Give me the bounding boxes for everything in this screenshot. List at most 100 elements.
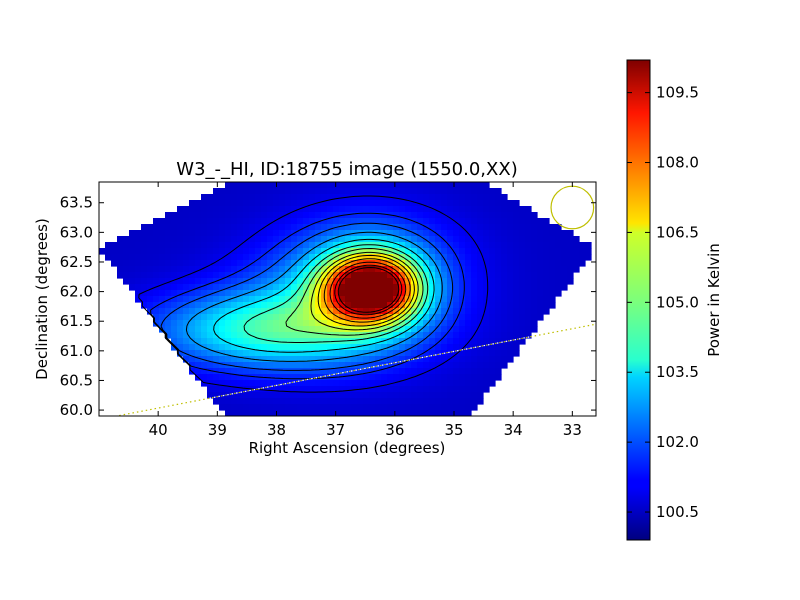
heatmap-cell	[405, 338, 412, 345]
heatmap-cell	[261, 218, 268, 225]
heatmap-cell	[255, 212, 262, 219]
heatmap-cell	[285, 350, 292, 357]
heatmap-cell	[237, 386, 244, 393]
heatmap-cell	[441, 332, 448, 339]
heatmap-cell	[231, 230, 238, 237]
heatmap-cell	[303, 404, 310, 411]
heatmap-cell	[267, 392, 274, 399]
heatmap-cell	[423, 182, 430, 189]
heatmap-cell	[423, 392, 430, 399]
heatmap-cell	[309, 212, 316, 219]
heatmap-cell	[291, 266, 298, 273]
heatmap-cell	[231, 248, 238, 255]
heatmap-cell	[147, 272, 154, 279]
heatmap-cell	[369, 254, 376, 261]
heatmap-cell	[411, 266, 418, 273]
heatmap-cell	[423, 350, 430, 357]
heatmap-cell	[483, 206, 490, 213]
heatmap-cell	[213, 308, 220, 315]
heatmap-cell	[225, 212, 232, 219]
heatmap-cell	[357, 302, 364, 309]
heatmap-cell	[453, 398, 460, 405]
heatmap-cell	[261, 290, 268, 297]
heatmap-cell	[213, 212, 220, 219]
heatmap-cell	[183, 356, 190, 363]
heatmap-cell	[237, 230, 244, 237]
heatmap-cell	[327, 212, 334, 219]
heatmap-cell	[477, 362, 484, 369]
heatmap-cell	[339, 188, 346, 195]
heatmap-cell	[201, 290, 208, 297]
heatmap-cell	[417, 386, 424, 393]
heatmap-cell	[447, 398, 454, 405]
heatmap-cell	[261, 410, 268, 416]
heatmap-cell	[183, 248, 190, 255]
heatmap-cell	[531, 212, 538, 219]
heatmap-cell	[459, 320, 466, 327]
heatmap-cell	[159, 260, 166, 267]
heatmap-cell	[309, 362, 316, 369]
heatmap-cell	[309, 218, 316, 225]
heatmap-cell	[279, 374, 286, 381]
heatmap-cell	[321, 320, 328, 327]
heatmap-cell	[243, 200, 250, 207]
heatmap-cell	[189, 200, 196, 207]
heatmap-cell	[255, 344, 262, 351]
heatmap-cell	[291, 206, 298, 213]
heatmap-cell	[399, 194, 406, 201]
heatmap-cell	[351, 284, 358, 291]
heatmap-cell	[471, 296, 478, 303]
heatmap-cell	[273, 260, 280, 267]
heatmap-cell	[231, 308, 238, 315]
heatmap-cell	[459, 308, 466, 315]
heatmap-cell	[177, 272, 184, 279]
heatmap-cell	[435, 410, 442, 416]
heatmap-cell	[267, 248, 274, 255]
heatmap-cell	[339, 254, 346, 261]
heatmap-cell	[105, 242, 112, 249]
heatmap-cell	[189, 326, 196, 333]
heatmap-cell	[285, 260, 292, 267]
heatmap-cell	[483, 332, 490, 339]
y-tick-label: 62.5	[60, 253, 93, 271]
heatmap-cell	[255, 368, 262, 375]
heatmap-cell	[573, 266, 580, 273]
heatmap-cell	[417, 284, 424, 291]
contour-line	[138, 195, 489, 393]
heatmap-cell	[441, 230, 448, 237]
heatmap-cell	[363, 386, 370, 393]
heatmap-cell	[195, 302, 202, 309]
heatmap-cell	[507, 212, 514, 219]
heatmap-cell	[483, 368, 490, 375]
heatmap-cell	[297, 188, 304, 195]
heatmap-cell	[303, 260, 310, 267]
heatmap-cell	[399, 182, 406, 189]
heatmap-cell	[423, 320, 430, 327]
heatmap-cell	[285, 242, 292, 249]
heatmap-cell	[261, 320, 268, 327]
heatmap-cell	[321, 338, 328, 345]
heatmap-cell	[375, 290, 382, 297]
heatmap-cell	[489, 230, 496, 237]
heatmap-cell	[177, 254, 184, 261]
heatmap-cell	[423, 278, 430, 285]
heatmap-cell	[201, 212, 208, 219]
heatmap-cell	[393, 284, 400, 291]
heatmap-cell	[381, 182, 388, 189]
heatmap-cell	[207, 362, 214, 369]
heatmap-cell	[429, 290, 436, 297]
heatmap-cell	[159, 284, 166, 291]
y-tick-label: 63.5	[60, 194, 93, 212]
heatmap-cell	[309, 314, 316, 321]
heatmap-cell	[471, 344, 478, 351]
heatmap-cell	[231, 254, 238, 261]
heatmap-cell	[399, 320, 406, 327]
heatmap-cell	[369, 380, 376, 387]
heatmap-cell	[465, 308, 472, 315]
heatmap-cell	[339, 200, 346, 207]
heatmap-cell	[483, 326, 490, 333]
heatmap-cell	[183, 284, 190, 291]
heatmap-cell	[207, 236, 214, 243]
heatmap-cell	[231, 206, 238, 213]
heatmap-cell	[387, 242, 394, 249]
